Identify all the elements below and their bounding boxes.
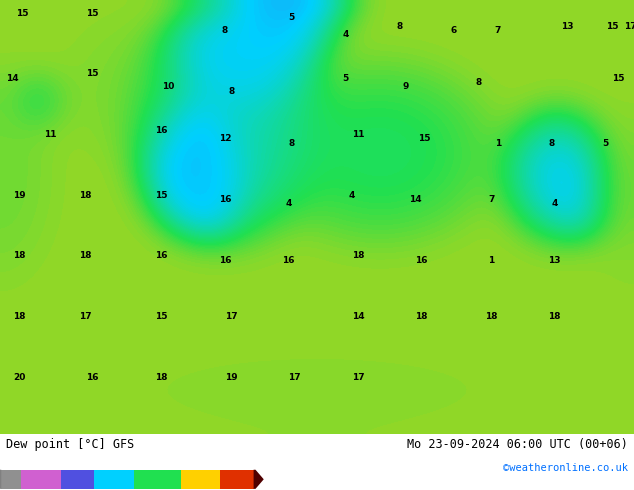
Text: 11: 11 [44, 130, 57, 139]
FancyArrow shape [0, 470, 1, 489]
Bar [181, 470, 221, 489]
Text: 19: 19 [225, 373, 238, 382]
Text: 14: 14 [409, 195, 422, 204]
Text: 4: 4 [285, 199, 292, 208]
Text: 4: 4 [349, 191, 355, 199]
Text: 8: 8 [228, 87, 235, 96]
Text: 16: 16 [155, 125, 168, 135]
Text: 6: 6 [450, 26, 456, 35]
Text: 9: 9 [403, 82, 409, 91]
Text: 16: 16 [415, 256, 428, 265]
Text: 18: 18 [13, 251, 25, 260]
Text: ©weatheronline.co.uk: ©weatheronline.co.uk [503, 463, 628, 473]
Text: 4: 4 [342, 30, 349, 39]
Text: Dew point [°C] GFS: Dew point [°C] GFS [6, 438, 134, 451]
Text: 18: 18 [415, 312, 428, 321]
Text: 5: 5 [288, 13, 295, 22]
Text: 16: 16 [155, 251, 168, 260]
Text: 7: 7 [488, 195, 495, 204]
Bar [94, 470, 134, 489]
Text: Mo 23-09-2024 06:00 UTC (00+06): Mo 23-09-2024 06:00 UTC (00+06) [407, 438, 628, 451]
Text: 14: 14 [352, 312, 365, 321]
Text: 7: 7 [495, 26, 501, 35]
Text: 15: 15 [418, 134, 431, 143]
Text: 12: 12 [219, 134, 231, 143]
Text: 1: 1 [488, 256, 495, 265]
Text: 17: 17 [225, 312, 238, 321]
Text: 15: 15 [155, 312, 168, 321]
Bar [1, 470, 21, 489]
Text: 17: 17 [624, 22, 634, 30]
Text: 8: 8 [548, 139, 555, 147]
Text: 8: 8 [476, 78, 482, 87]
Text: 16: 16 [86, 373, 98, 382]
Text: 17: 17 [352, 373, 365, 382]
Text: 15: 15 [612, 74, 624, 82]
Text: 19: 19 [13, 191, 25, 199]
Text: 8: 8 [222, 26, 228, 35]
Bar [21, 470, 61, 489]
Text: 11: 11 [352, 130, 365, 139]
Text: 18: 18 [548, 312, 561, 321]
Text: 18: 18 [485, 312, 498, 321]
Text: 8: 8 [396, 22, 403, 30]
Text: 17: 17 [79, 312, 92, 321]
Text: 16: 16 [219, 256, 231, 265]
Text: 10: 10 [162, 82, 174, 91]
Text: 18: 18 [155, 373, 168, 382]
Text: 15: 15 [86, 69, 98, 78]
Text: 8: 8 [288, 139, 295, 147]
Text: 18: 18 [13, 312, 25, 321]
Text: 5: 5 [602, 139, 609, 147]
Bar [221, 470, 254, 489]
Text: 13: 13 [561, 22, 574, 30]
Text: 16: 16 [219, 195, 231, 204]
Text: 14: 14 [6, 74, 19, 82]
Text: 15: 15 [605, 22, 618, 30]
Text: 18: 18 [79, 251, 92, 260]
Text: 15: 15 [86, 8, 98, 18]
Text: 17: 17 [288, 373, 301, 382]
Text: 15: 15 [16, 8, 29, 18]
Text: 20: 20 [13, 373, 25, 382]
Text: 1: 1 [495, 139, 501, 147]
Text: 15: 15 [155, 191, 168, 199]
Text: 16: 16 [282, 256, 295, 265]
Text: 4: 4 [552, 199, 558, 208]
Text: 18: 18 [79, 191, 92, 199]
Text: 13: 13 [548, 256, 561, 265]
Bar [61, 470, 94, 489]
FancyArrow shape [254, 470, 264, 489]
Text: 5: 5 [342, 74, 349, 82]
Text: 18: 18 [352, 251, 365, 260]
Bar [134, 470, 181, 489]
